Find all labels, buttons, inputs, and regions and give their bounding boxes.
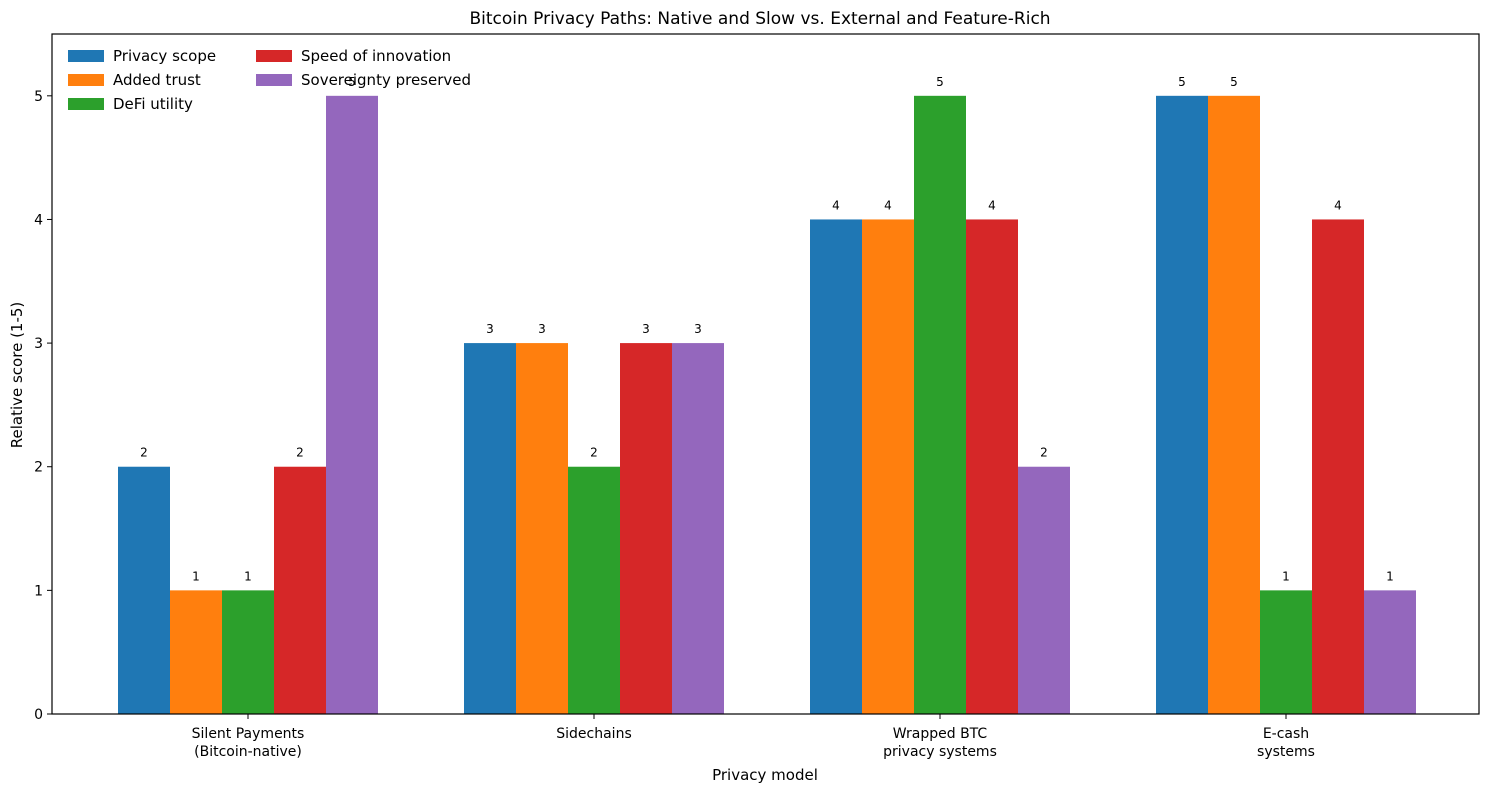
legend: Privacy scope Added trust DeFi utility Spee… [68,47,471,113]
bar-value-label: 2 [1040,446,1048,460]
x-tick-label: Wrapped BTC [893,726,988,742]
bar-defi-utility-0 [222,590,274,714]
bar-value-label: 2 [296,446,304,460]
bar-value-label: 1 [1386,569,1394,583]
bar-value-label: 4 [884,198,892,212]
x-tick-label: Sidechains [556,726,631,742]
x-tick-label: privacy systems [883,744,997,760]
bar-defi-utility-2 [914,95,966,714]
legend-label: Sovereignty preserved [301,71,471,89]
bar-value-label: 2 [590,446,598,460]
bar-value-label: 3 [694,322,702,336]
bar-speed-of-innovation-1 [620,343,672,714]
bar-added-trust-3 [1208,95,1260,714]
y-tick-label: 3 [34,336,43,352]
bar-value-label: 5 [936,75,944,89]
bar-sovereignty-preserved-2 [1018,466,1070,714]
bar-value-label: 4 [1334,198,1342,212]
bar-value-label: 3 [538,322,546,336]
legend-swatch [68,74,104,86]
bar-speed-of-innovation-2 [966,219,1018,714]
bar-value-label: 1 [192,569,200,583]
legend-label: Speed of innovation [301,47,451,65]
value-labels-layer: 2 1 1 2 5 3 3 2 3 3 4 4 5 4 2 5 5 1 4 1 [140,75,1394,584]
y-tick-label: 5 [34,89,43,105]
x-tick-label: systems [1257,744,1315,760]
y-axis-label: Relative score (1-5) [8,302,26,449]
chart-title: Bitcoin Privacy Paths: Native and Slow v… [469,9,1050,29]
bar-value-label: 1 [1282,569,1290,583]
bar-value-label: 3 [642,322,650,336]
bar-value-label: 5 [348,75,356,89]
legend-swatch [256,74,292,86]
legend-label: DeFi utility [113,95,193,113]
y-tick-label: 0 [34,707,43,723]
bar-value-label: 2 [140,446,148,460]
bar-value-label: 4 [832,198,840,212]
bar-speed-of-innovation-3 [1312,219,1364,714]
y-tick-label: 1 [34,583,43,599]
bar-speed-of-innovation-0 [274,466,326,714]
legend-swatch [256,50,292,62]
axis-ticks-layer: Silent Payments (Bitcoin-native) Sidechain… [34,89,1315,760]
legend-swatch [68,98,104,110]
y-tick-label: 4 [34,212,43,228]
bar-value-label: 1 [244,569,252,583]
plot-frame [51,33,1480,715]
bar-defi-utility-3 [1260,590,1312,714]
legend-label: Added trust [113,71,201,89]
bar-privacy-scope-3 [1156,95,1208,714]
bar-value-label: 5 [1178,75,1186,89]
bar-value-label: 3 [486,322,494,336]
x-axis-label: Privacy model [712,766,818,784]
y-tick-label: 2 [34,460,43,476]
x-tick-label: E-cash [1263,726,1309,742]
legend-label: Privacy scope [113,47,216,65]
bar-sovereignty-preserved-3 [1364,590,1416,714]
bar-sovereignty-preserved-0 [326,95,378,714]
legend-swatch [68,50,104,62]
bar-privacy-scope-2 [810,219,862,714]
bar-added-trust-0 [170,590,222,714]
bar-privacy-scope-0 [118,466,170,714]
x-tick-label: (Bitcoin-native) [194,744,302,760]
bar-privacy-scope-1 [464,343,516,714]
bar-sovereignty-preserved-1 [672,343,724,714]
bar-added-trust-1 [516,343,568,714]
bar-added-trust-2 [862,219,914,714]
bar-value-label: 4 [988,198,996,212]
bar-value-label: 5 [1230,75,1238,89]
bars-layer [118,95,1416,714]
x-tick-label: Silent Payments [192,726,305,742]
bar-defi-utility-1 [568,466,620,714]
